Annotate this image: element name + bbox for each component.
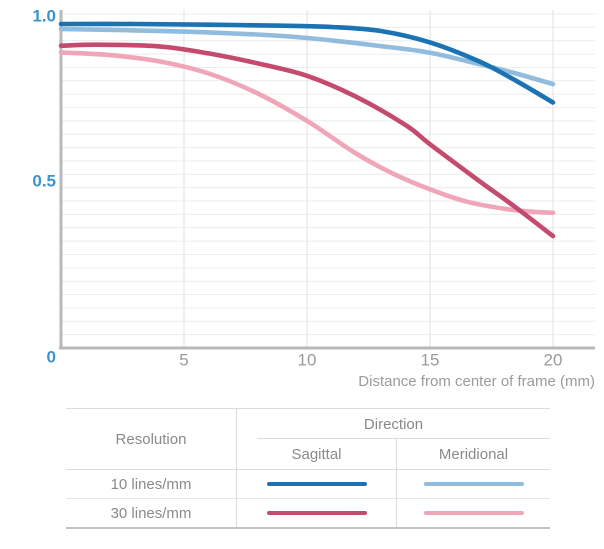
series-30-lines-mm-meridional: [58, 50, 556, 215]
series-30-lines-mm-sagittal: [58, 42, 556, 239]
y-tick-label: 1.0: [32, 6, 56, 25]
swatch-30lines-meridional: [423, 511, 524, 515]
row-10lines-sagittal-cell: [237, 469, 397, 498]
meridional-header-cell: Meridional: [397, 439, 550, 469]
row-30lines-meridional-cell: [397, 498, 550, 527]
row-10lines-label-cell: 10 lines/mm: [66, 469, 237, 498]
direction-header-cell: Direction: [237, 409, 550, 439]
meridional-header-label: Meridional: [438, 445, 509, 463]
row-30lines-label: 30 lines/mm: [110, 504, 192, 522]
y-tick-label: 0: [47, 347, 56, 366]
direction-underline: [257, 438, 550, 439]
x-tick-label: 10: [298, 350, 317, 369]
x-tick-label: 5: [179, 350, 188, 369]
resolution-header-cell: Resolution: [66, 409, 237, 469]
x-axis-title: Distance from center of frame (mm): [358, 373, 595, 390]
sagittal-header-cell: Sagittal: [237, 439, 397, 469]
legend-table: Resolution Direction Sagittal Meridional…: [66, 408, 550, 529]
direction-header-label: Direction: [363, 415, 424, 433]
x-tick-label: 20: [544, 350, 563, 369]
resolution-header-label: Resolution: [115, 430, 187, 448]
row-10lines-label: 10 lines/mm: [110, 475, 192, 493]
sagittal-header-label: Sagittal: [291, 445, 342, 463]
legend-table-grid: Resolution Direction Sagittal Meridional…: [66, 408, 550, 529]
mtf-chart: 1.0 0.5 0 5 10 15 20 Distance from center of fr…: [32, 6, 595, 390]
row-30lines-sagittal-cell: [237, 498, 397, 527]
y-tick-label: 0.5: [32, 171, 56, 190]
swatch-10lines-sagittal: [266, 482, 367, 486]
row-10lines-meridional-cell: [397, 469, 550, 498]
mtf-chart-area: 1.0 0.5 0 5 10 15 20 Distance from center of fr…: [32, 6, 595, 390]
x-tick-label: 15: [421, 350, 440, 369]
swatch-10lines-meridional: [423, 482, 524, 486]
swatch-30lines-sagittal: [266, 511, 367, 515]
series-10-lines-mm-sagittal: [58, 21, 556, 105]
row-30lines-label-cell: 30 lines/mm: [66, 498, 237, 527]
